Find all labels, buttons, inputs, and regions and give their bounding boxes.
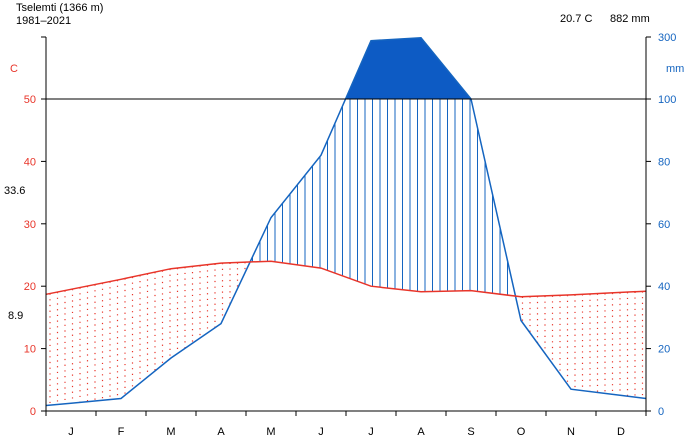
left-tick-label: 20 [24, 281, 36, 293]
temperature-line [45, 260, 647, 298]
fill-layer [46, 37, 646, 99]
month-label: A [217, 426, 225, 438]
label-layer: 0 10 20 30 40 50 C 0 20 40 60 80 100 300 mm J F M A M J J A S O N… [10, 32, 684, 438]
month-label: M [266, 426, 275, 438]
month-label: D [617, 426, 625, 438]
right-axis-label: mm [666, 63, 684, 75]
month-label: J [318, 426, 324, 438]
month-label: J [68, 426, 74, 438]
right-tick-label: 40 [658, 281, 670, 293]
wet-season-fill [46, 37, 646, 99]
left-tick-label: 40 [24, 156, 36, 168]
hatch-layer [49, 99, 644, 406]
right-tick-label: 0 [658, 406, 664, 418]
station-title: Tselemti (1366 m) [16, 2, 104, 14]
left-tick-label: 0 [30, 406, 36, 418]
left-tick-label: 50 [24, 94, 36, 106]
right-tick-label: 20 [658, 344, 670, 356]
max-temp-label: 33.6 [4, 185, 26, 197]
month-label: J [368, 426, 374, 438]
right-tick-label: 300 [658, 32, 676, 44]
month-label: S [467, 426, 474, 438]
precipitation-line [45, 37, 647, 407]
left-tick-label: 30 [24, 219, 36, 231]
annual-precip-label: 882 mm [610, 13, 650, 25]
month-label: O [517, 426, 526, 438]
right-tick-label: 80 [658, 156, 670, 168]
left-axis-label: C [10, 63, 18, 75]
right-tick-label: 100 [658, 94, 676, 106]
min-temp-label: 8.9 [8, 310, 24, 322]
mean-temp-label: 20.7 C [560, 13, 593, 25]
line-layer [45, 37, 647, 407]
month-label: F [118, 426, 125, 438]
month-label: A [417, 426, 425, 438]
left-tick-label: 10 [24, 344, 36, 356]
axes-layer [41, 36, 651, 416]
month-label: M [166, 426, 175, 438]
period-label: 1981–2021 [16, 15, 72, 27]
right-tick-label: 60 [658, 219, 670, 231]
month-label: N [567, 426, 575, 438]
